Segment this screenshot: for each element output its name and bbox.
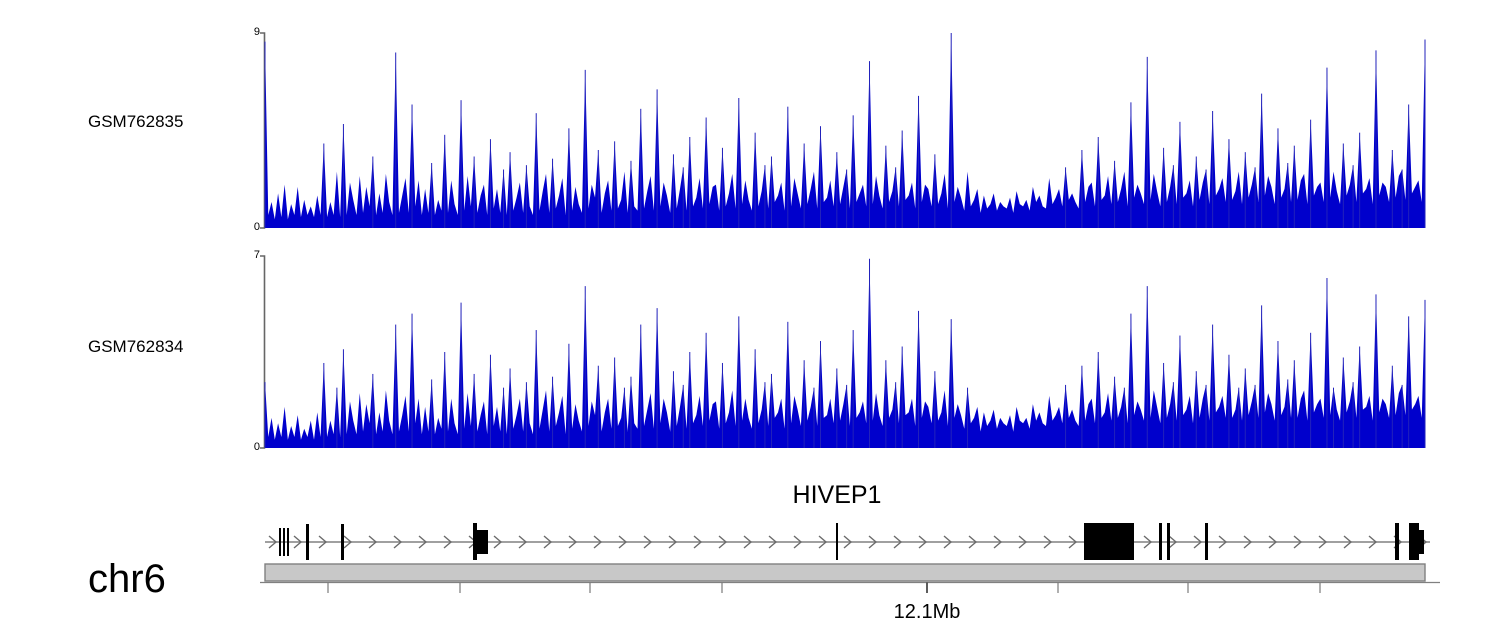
strand-arrow-icon bbox=[393, 535, 403, 549]
strand-arrow-icon bbox=[543, 535, 553, 549]
strand-arrow-icon bbox=[1293, 535, 1303, 549]
strand-arrow-icon bbox=[1218, 535, 1228, 549]
strand-arrow-icon bbox=[968, 535, 978, 549]
strand-arrow-icon bbox=[343, 535, 353, 549]
strand-arrow-icon bbox=[593, 535, 603, 549]
track-label-gsm762834: GSM762834 bbox=[88, 337, 184, 356]
strand-arrow-icon bbox=[1268, 535, 1278, 549]
strand-arrow-icon bbox=[1343, 535, 1353, 549]
gene-name-label: HIVEP1 bbox=[792, 481, 882, 509]
strand-arrow-icon bbox=[493, 535, 503, 549]
strand-arrow-icon bbox=[368, 535, 378, 549]
track-1-axis-min-label: 0 bbox=[253, 221, 260, 233]
strand-arrow-icon bbox=[1243, 535, 1253, 549]
strand-arrow-icon bbox=[1318, 535, 1328, 549]
strand-arrow-icon bbox=[993, 535, 1003, 549]
exon-box bbox=[473, 523, 477, 560]
strand-arrow-icon bbox=[1368, 535, 1378, 549]
strand-arrow-icon bbox=[943, 535, 953, 549]
strand-arrow-icon bbox=[1193, 535, 1203, 549]
strand-arrow-icon bbox=[418, 535, 428, 549]
strand-arrow-icon bbox=[868, 535, 878, 549]
strand-arrow-icon bbox=[818, 535, 828, 549]
track-2-axis bbox=[260, 255, 266, 449]
exon-box bbox=[477, 530, 488, 554]
track-1-signal-area bbox=[264, 33, 1426, 228]
strand-arrow-icon bbox=[793, 535, 803, 549]
genome-coordinate-label: 12.1Mb bbox=[893, 601, 961, 623]
strand-arrow-icon bbox=[768, 535, 778, 549]
exon-box bbox=[279, 528, 281, 556]
strand-arrow-icon bbox=[268, 535, 278, 549]
exon-box bbox=[1409, 523, 1419, 560]
strand-arrow-icon bbox=[718, 535, 728, 549]
strand-arrow-icon bbox=[668, 535, 678, 549]
track-2-axis-min-label: 0 bbox=[253, 441, 260, 453]
strand-arrow-icon bbox=[618, 535, 628, 549]
chromosome-label: chr6 bbox=[88, 557, 166, 601]
track-2-axis-max-label: 7 bbox=[253, 249, 260, 261]
signal-track-gsm762834[interactable] bbox=[260, 251, 1430, 453]
track-1-axis-max-label: 9 bbox=[253, 26, 260, 38]
strand-arrow-icon bbox=[693, 535, 703, 549]
strand-arrow-icon bbox=[293, 535, 303, 549]
track-2-signal-area bbox=[264, 258, 1426, 448]
strand-arrow-icon bbox=[643, 535, 653, 549]
strand-arrow-icon bbox=[843, 535, 853, 549]
track-1-axis bbox=[260, 32, 266, 229]
intron-line-with-arrows bbox=[265, 535, 1430, 549]
ideogram-bar bbox=[264, 563, 1426, 582]
strand-arrow-icon bbox=[443, 535, 453, 549]
chromosome-axis-track[interactable] bbox=[260, 560, 1440, 605]
exon-box bbox=[1419, 530, 1424, 554]
strand-arrow-icon bbox=[893, 535, 903, 549]
exon-box bbox=[306, 524, 309, 560]
strand-arrow-icon bbox=[568, 535, 578, 549]
gene-model-track[interactable] bbox=[260, 470, 1440, 560]
exon-box bbox=[341, 524, 344, 560]
exon-box bbox=[836, 523, 838, 560]
strand-arrow-icon bbox=[518, 535, 528, 549]
axis-tick-marks bbox=[327, 582, 1321, 593]
signal-track-gsm762835[interactable] bbox=[260, 28, 1430, 233]
strand-arrow-icon bbox=[1143, 535, 1153, 549]
strand-arrow-icon bbox=[918, 535, 928, 549]
strand-arrow-icon bbox=[1168, 535, 1178, 549]
track-label-gsm762835: GSM762835 bbox=[88, 112, 184, 131]
exon-box bbox=[1167, 523, 1170, 560]
exon-box bbox=[283, 528, 285, 556]
exon-box bbox=[1205, 523, 1208, 560]
strand-arrow-icon bbox=[1068, 535, 1078, 549]
strand-arrow-icon bbox=[318, 535, 328, 549]
strand-arrow-icon bbox=[1018, 535, 1028, 549]
exon-boxes bbox=[279, 523, 1424, 560]
exon-box bbox=[1159, 523, 1162, 560]
exon-box bbox=[1084, 523, 1134, 560]
strand-arrow-icon bbox=[743, 535, 753, 549]
exon-box bbox=[287, 528, 289, 556]
exon-box bbox=[1395, 523, 1399, 560]
strand-arrow-icon bbox=[1043, 535, 1053, 549]
